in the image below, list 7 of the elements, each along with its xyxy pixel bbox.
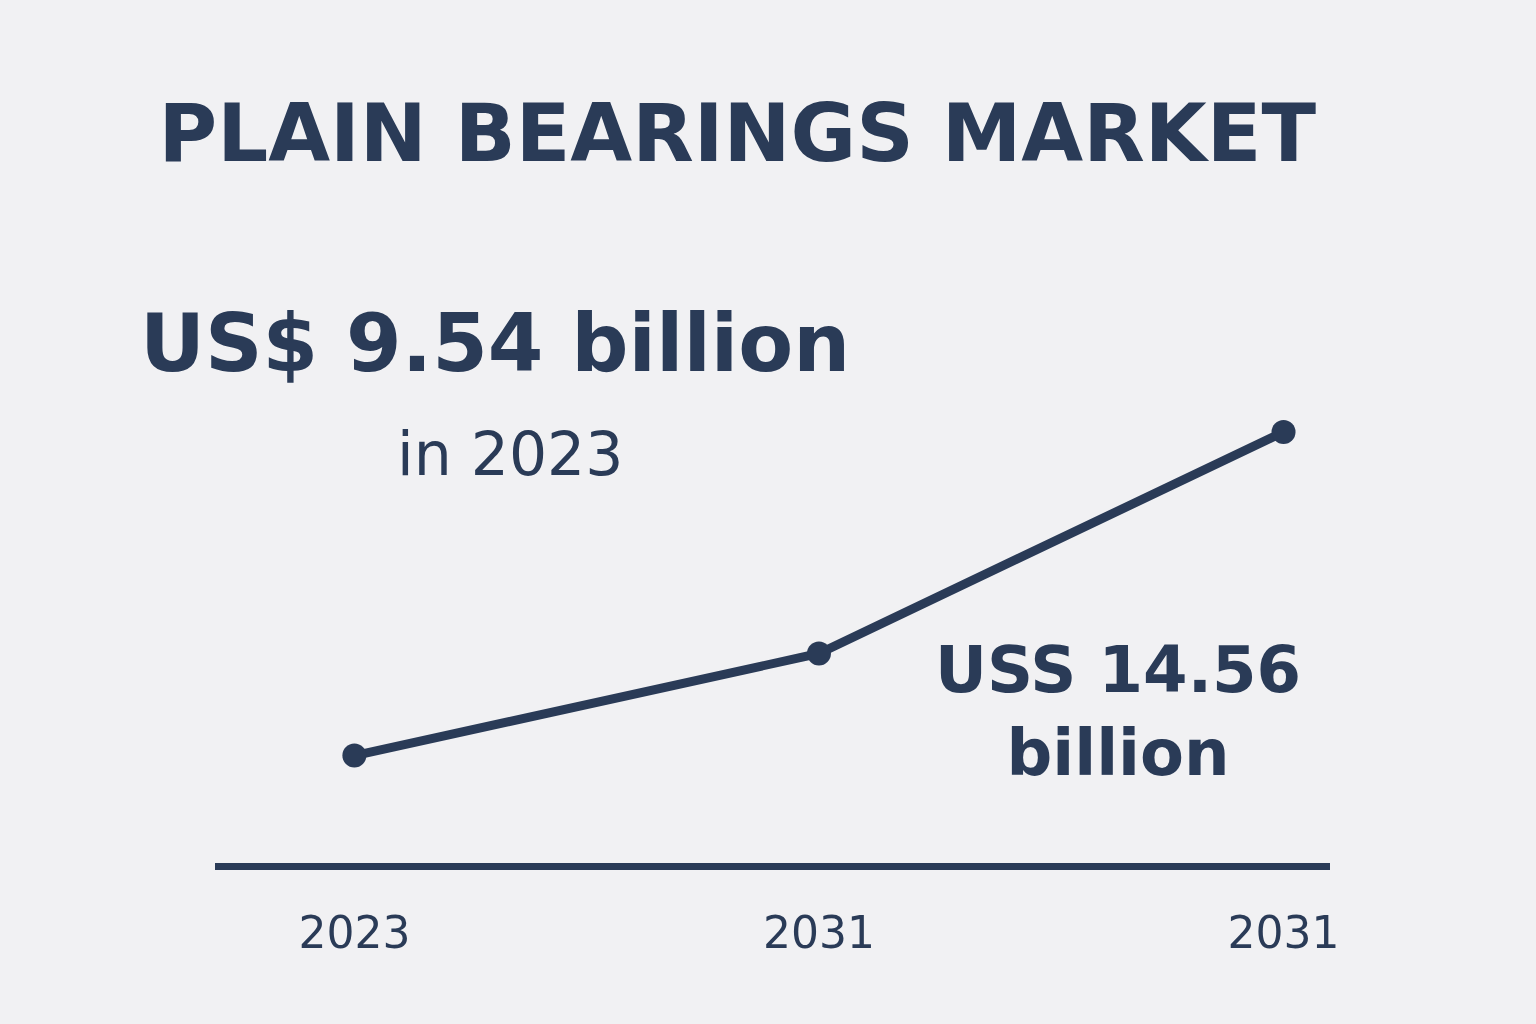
annotation: USS 14.56 billion (935, 633, 1301, 791)
x-tick-label: 2031 (762, 907, 875, 958)
text: US$ 9.54 billion (140, 297, 851, 390)
x-tick-label: 2023 (298, 907, 411, 958)
chart-title: PLAIN BEARINGS MARKET (158, 87, 1317, 181)
annotation: in 2023 (397, 419, 624, 489)
x-tick-label: 2031 (1227, 907, 1340, 958)
